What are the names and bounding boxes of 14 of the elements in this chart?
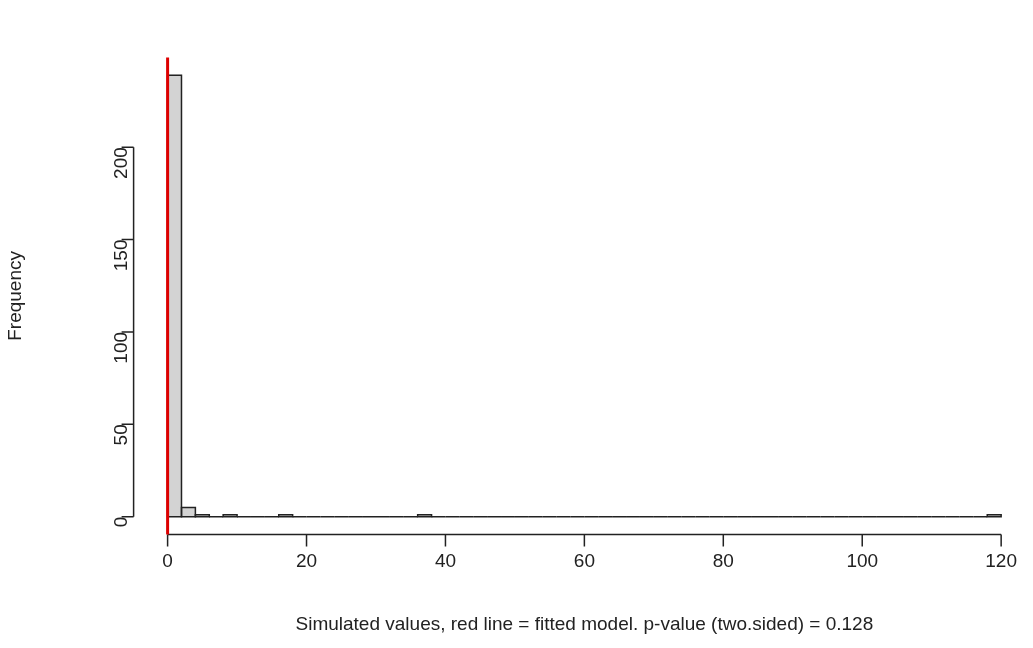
x-tick-label: 0: [162, 550, 173, 572]
y-tick-label: 100: [109, 331, 131, 364]
x-tick-label: 40: [434, 550, 457, 572]
y-tick-label: 200: [109, 147, 131, 179]
x-tick-label: 60: [573, 550, 595, 572]
y-tick-label: 0: [109, 516, 131, 528]
y-axis-title: Frequency: [3, 250, 25, 341]
x-tick-label: 80: [712, 550, 734, 572]
y-tick-label: 50: [109, 424, 131, 446]
x-tick-label: 20: [295, 550, 318, 572]
y-tick-label: 150: [109, 239, 131, 272]
x-axis-title: Simulated values, red line = fitted model. p-value (two.sided) = 0.128: [295, 612, 874, 634]
x-tick-label: 120: [985, 550, 1017, 572]
x-tick-label: 100: [846, 550, 879, 572]
